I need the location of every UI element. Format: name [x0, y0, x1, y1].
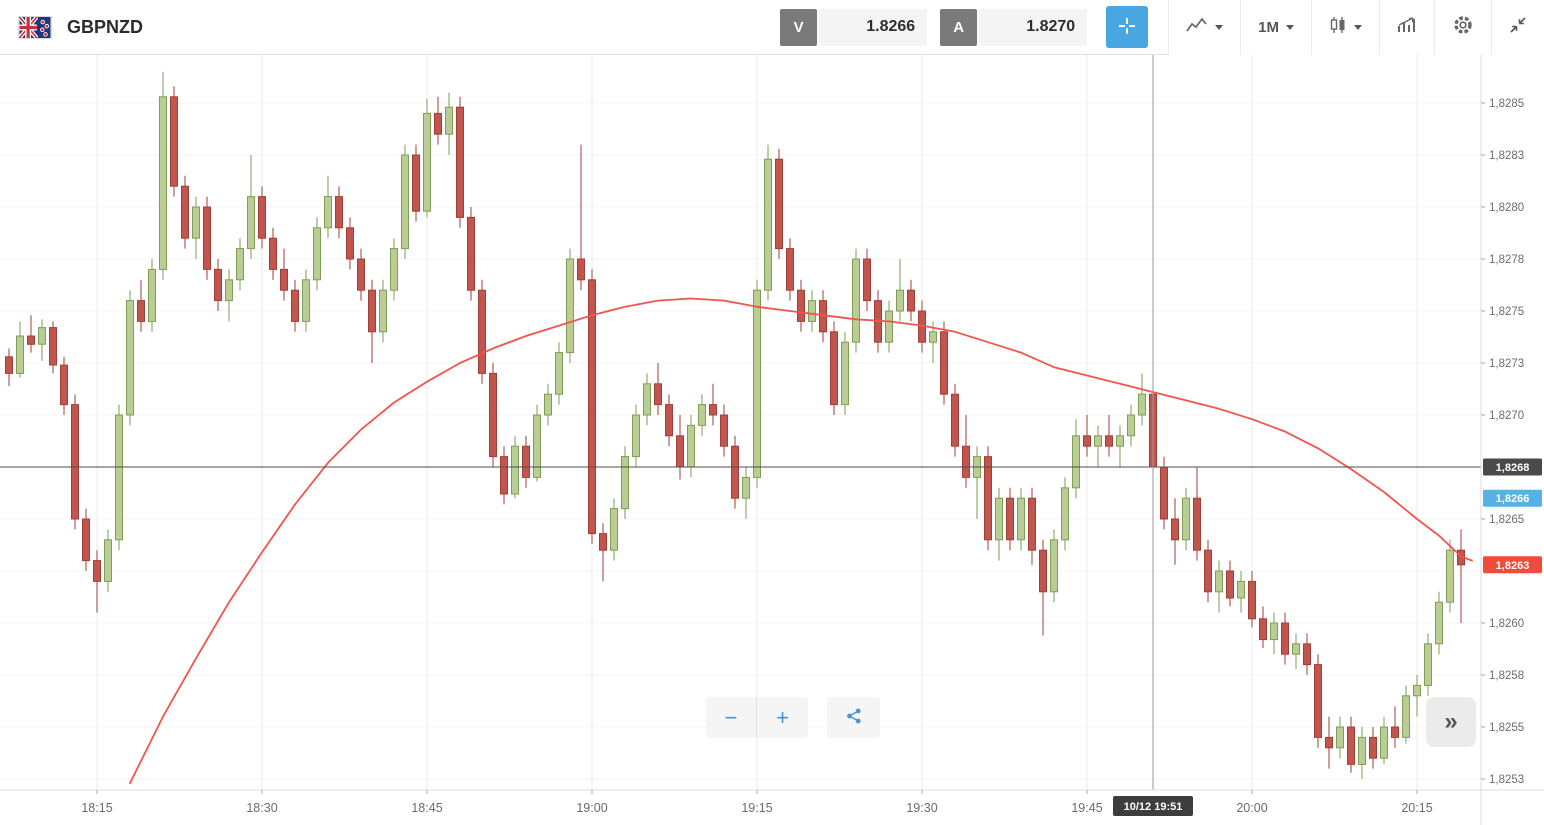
svg-text:1,8253: 1,8253 — [1489, 774, 1524, 786]
svg-text:19:30: 19:30 — [906, 801, 937, 815]
svg-text:1,8270: 1,8270 — [1489, 410, 1524, 422]
buy-button[interactable]: A — [940, 8, 978, 46]
timeframe-label: 1M — [1258, 18, 1279, 36]
svg-text:1,8275: 1,8275 — [1489, 306, 1524, 318]
svg-text:20:00: 20:00 — [1236, 801, 1267, 815]
indicators-icon — [1397, 16, 1417, 38]
svg-text:20:15: 20:15 — [1401, 801, 1432, 815]
svg-text:18:45: 18:45 — [411, 801, 442, 815]
chevron-down-icon — [1215, 24, 1224, 30]
timeframe-selector[interactable]: 1M — [1240, 0, 1311, 55]
svg-text:1,8285: 1,8285 — [1489, 98, 1524, 110]
instrument-header: GBPNZD — [0, 15, 143, 39]
crosshair-icon — [1117, 16, 1137, 39]
gbpnzd-flag-icon — [18, 15, 52, 39]
collapse-arrows-icon — [1509, 16, 1527, 39]
top-toolbar: GBPNZD V 1.8266 A 1.8270 1M — [0, 0, 1544, 55]
chevron-down-icon — [1354, 24, 1362, 30]
gear-icon — [1452, 14, 1474, 41]
indicators-button[interactable] — [1379, 0, 1434, 55]
svg-text:1,8258: 1,8258 — [1489, 670, 1524, 682]
buy-price-group: A 1.8270 — [940, 8, 1088, 46]
buy-price-value: 1.8270 — [979, 8, 1088, 46]
expand-panel-button[interactable]: » — [1426, 697, 1476, 747]
svg-text:1,8266: 1,8266 — [1496, 493, 1530, 505]
chart-type-selector[interactable] — [1168, 0, 1241, 55]
zoom-in-button[interactable]: + — [757, 697, 808, 738]
svg-text:1,8265: 1,8265 — [1489, 514, 1524, 526]
candlestick-chart[interactable]: 1,8285 1,8283 1,8280 1,8278 1,8275 1,8273 1,82… — [0, 55, 1544, 825]
line-chart-icon — [1186, 17, 1208, 38]
share-button[interactable] — [827, 697, 880, 738]
svg-text:19:45: 19:45 — [1071, 801, 1102, 815]
svg-text:1,8283: 1,8283 — [1489, 150, 1524, 162]
sell-price-value: 1.8266 — [819, 8, 928, 46]
sell-price-group: V 1.8266 — [780, 8, 928, 46]
svg-text:1,8263: 1,8263 — [1496, 560, 1530, 572]
svg-text:1,8280: 1,8280 — [1489, 202, 1524, 214]
chevron-down-icon — [1286, 24, 1294, 30]
candle-style-selector[interactable] — [1311, 0, 1379, 55]
chart-tools: 1M — [1168, 0, 1544, 55]
svg-text:18:15: 18:15 — [81, 801, 112, 815]
svg-text:1,8278: 1,8278 — [1489, 254, 1524, 266]
crosshair-tool-button[interactable] — [1106, 6, 1149, 48]
svg-text:1,8255: 1,8255 — [1489, 722, 1524, 734]
sell-button[interactable]: V — [780, 8, 818, 46]
svg-text:19:00: 19:00 — [576, 801, 607, 815]
svg-text:19:15: 19:15 — [741, 801, 772, 815]
settings-button[interactable] — [1434, 0, 1491, 55]
zoom-controls: − + — [706, 697, 880, 738]
svg-text:1,8268: 1,8268 — [1496, 462, 1530, 474]
svg-text:18:30: 18:30 — [246, 801, 277, 815]
collapse-chart-button[interactable] — [1491, 0, 1544, 55]
svg-text:10/12 19:51: 10/12 19:51 — [1124, 801, 1183, 813]
zoom-out-button[interactable]: − — [706, 697, 757, 738]
svg-text:1,8273: 1,8273 — [1489, 358, 1524, 370]
share-icon — [845, 707, 863, 728]
svg-text:1,8260: 1,8260 — [1489, 618, 1524, 630]
instrument-symbol: GBPNZD — [67, 16, 143, 37]
candlestick-icon — [1329, 16, 1347, 39]
